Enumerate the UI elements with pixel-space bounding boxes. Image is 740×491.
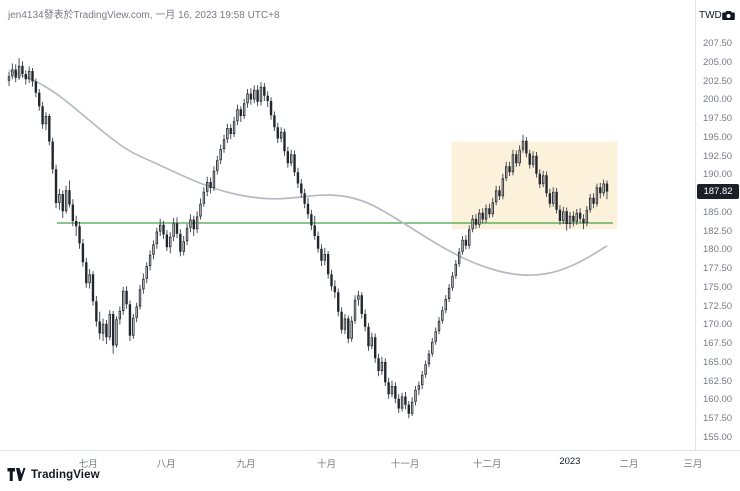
camera-icon[interactable] <box>722 8 735 26</box>
tradingview-footer: TradingView <box>7 468 100 481</box>
price-tick-label: 185.00 <box>703 206 733 218</box>
time-axis[interactable]: 七月 八月 九月 十月 十一月 十二月 2023 二月 三月 <box>0 450 740 474</box>
price-tick-label: 170.00 <box>703 319 733 331</box>
time-tick-label: 2023 <box>559 456 581 467</box>
price-tick-label: 177.50 <box>703 263 733 274</box>
price-tick-label: 165.00 <box>703 356 733 368</box>
chart-attribution: jen4134發表於TradingView.com, 一月 16, 2023 1… <box>8 10 280 21</box>
time-axis-separator <box>0 450 740 451</box>
tradingview-brand[interactable]: TradingView <box>31 468 100 481</box>
price-tick-label: 195.00 <box>703 131 733 143</box>
price-tick-label: 175.00 <box>703 281 733 293</box>
price-tick-label: 192.50 <box>703 150 733 162</box>
time-tick-label: 八月 <box>156 459 176 470</box>
time-tick-label: 三月 <box>683 459 703 470</box>
price-tick-label: 162.50 <box>703 375 733 387</box>
price-tick-label: 160.00 <box>703 394 733 406</box>
price-tick-label: 200.00 <box>703 94 733 106</box>
tradingview-logo-icon[interactable] <box>7 468 26 481</box>
price-axis[interactable]: 207.50 205.00 202.50 200.00 197.50 195.00 192.… <box>695 0 740 450</box>
price-axis-separator <box>695 0 696 450</box>
price-tick-label: 207.50 <box>703 38 733 49</box>
price-tick-label: 190.00 <box>703 169 733 181</box>
time-tick-label: 十一月 <box>390 459 420 470</box>
price-tick-label: 157.50 <box>703 413 733 424</box>
price-tick-label: 172.50 <box>703 300 733 312</box>
price-tick-label: 155.00 <box>703 431 733 443</box>
price-tick-label: 167.50 <box>703 338 733 349</box>
currency-label: TWD <box>699 10 722 21</box>
price-tick-label: 180.00 <box>703 244 733 256</box>
time-tick-label: 九月 <box>236 459 256 470</box>
time-tick-label: 十月 <box>317 459 337 470</box>
time-tick-label: 二月 <box>619 459 639 470</box>
time-tick-label: 七月 <box>78 459 98 470</box>
price-tick-label: 197.50 <box>703 113 733 124</box>
price-tick-label: 182.50 <box>703 225 733 237</box>
price-tick-label: 205.00 <box>703 56 733 68</box>
time-tick-label: 十二月 <box>472 459 502 470</box>
last-price-badge: 187.82 <box>697 183 739 199</box>
price-tick-label: 202.50 <box>703 75 733 87</box>
